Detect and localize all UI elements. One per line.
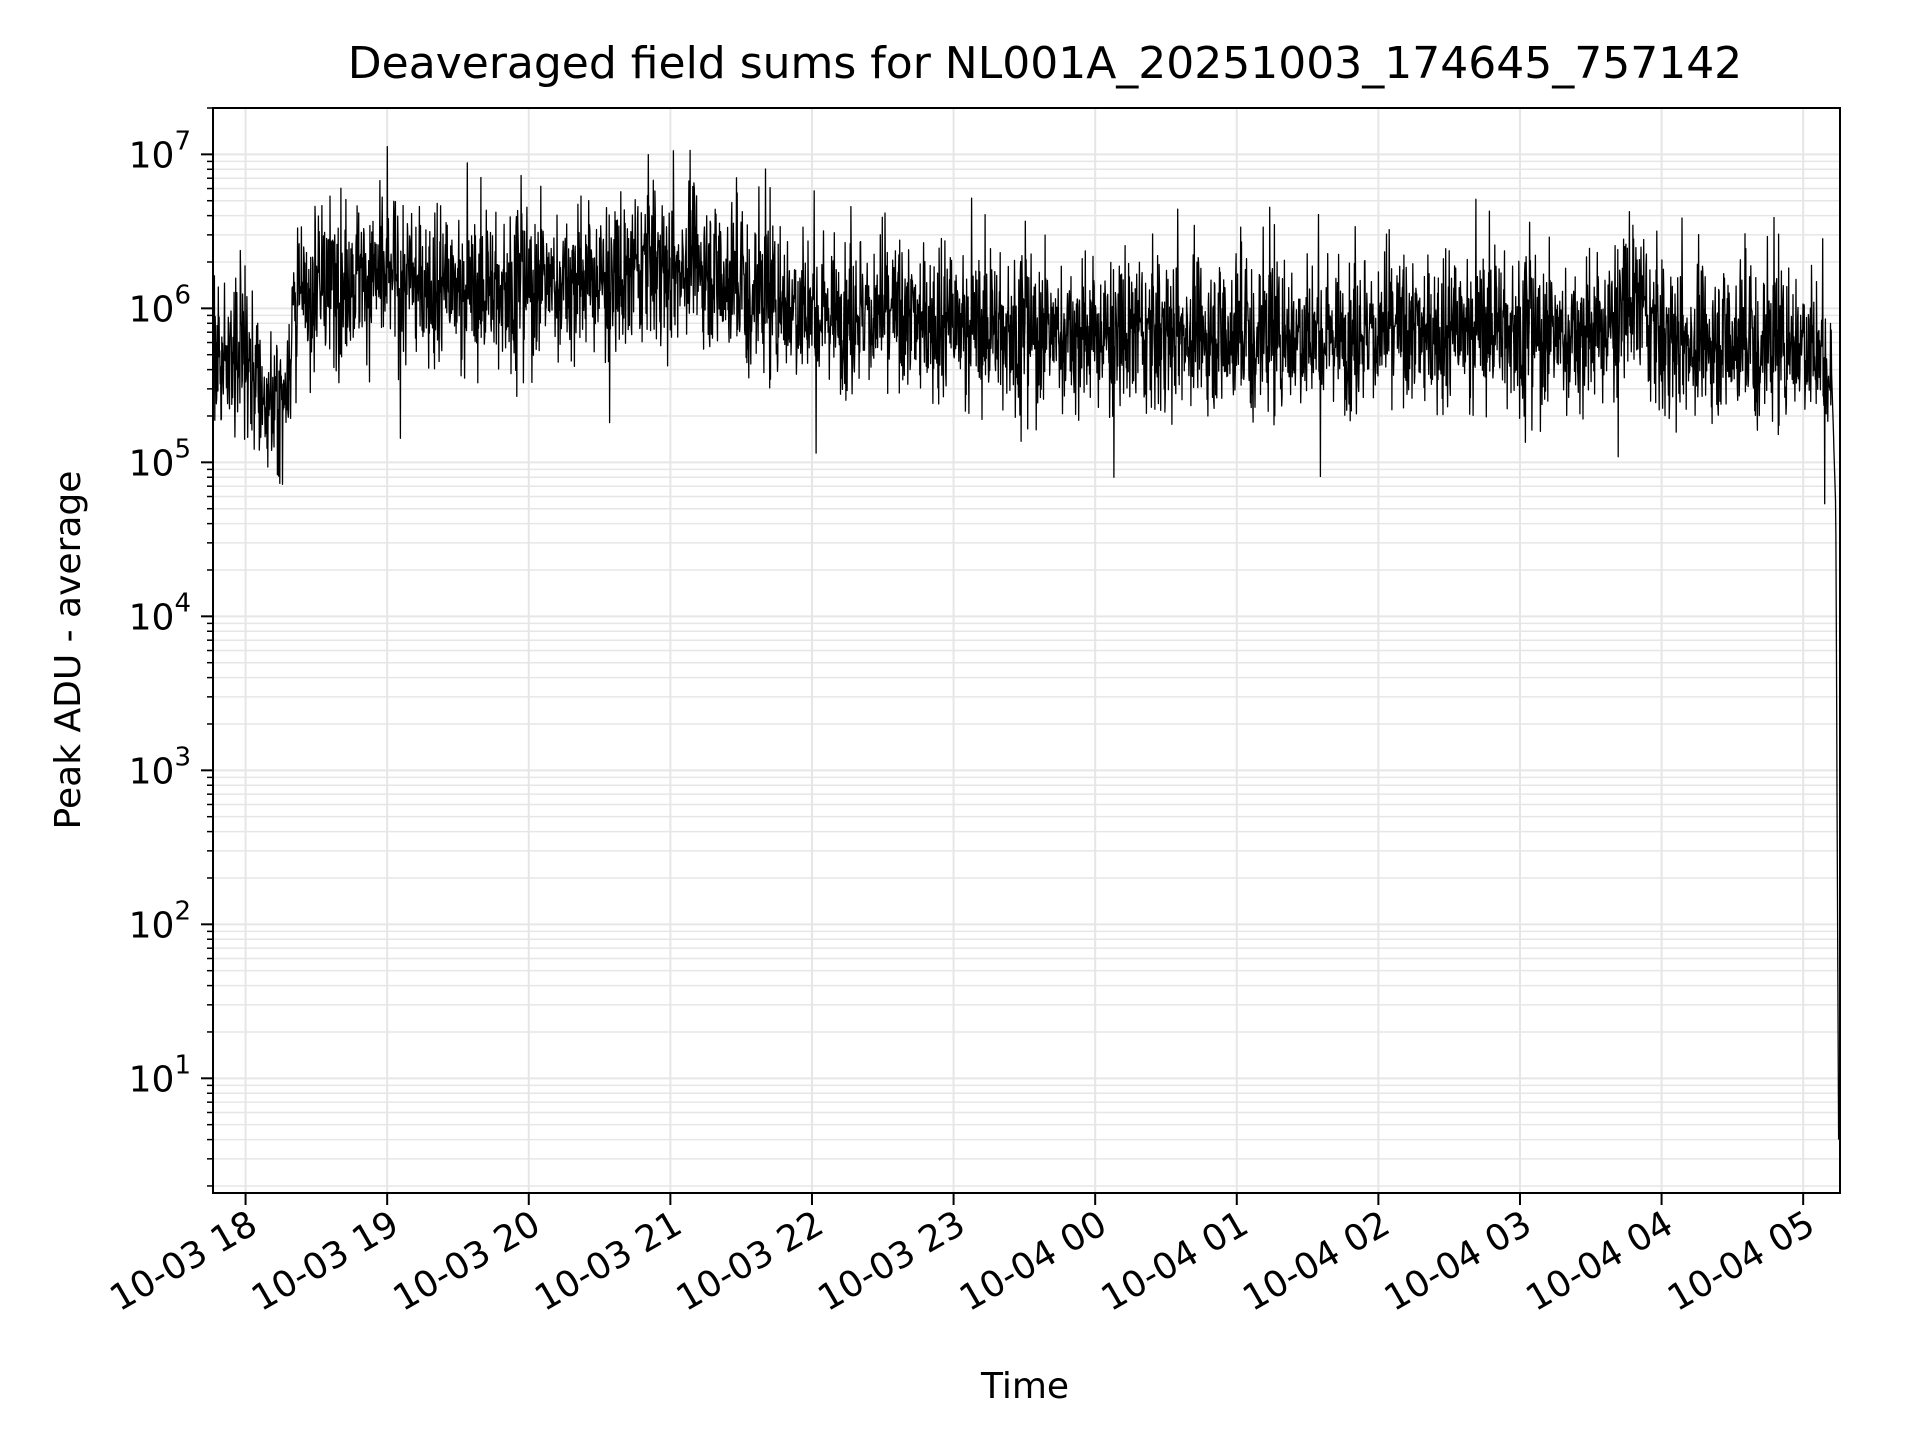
y-tick-label: 103 [129,742,191,792]
x-axis-label: Time [980,1366,1069,1407]
y-tick-label: 101 [129,1050,191,1100]
y-tick-label: 104 [129,588,191,638]
series-layer [213,146,1840,1140]
minor-gridlines [207,107,1840,1187]
y-tick-label: 107 [129,126,191,176]
y-tick-label: 106 [129,280,191,330]
series-line-deaveraged-field-sum [213,146,1840,1140]
y-tick-label: 102 [129,896,191,946]
chart-title: Deaveraged field sums for NL001A_2025100… [348,38,1742,89]
y-axis-label: Peak ADU - average [48,471,89,830]
plot-area-frame [212,107,1841,1194]
y-axis-ticks: 101 102 103 104 105 106 107 [129,126,213,1100]
y-tick-label: 105 [129,434,191,484]
